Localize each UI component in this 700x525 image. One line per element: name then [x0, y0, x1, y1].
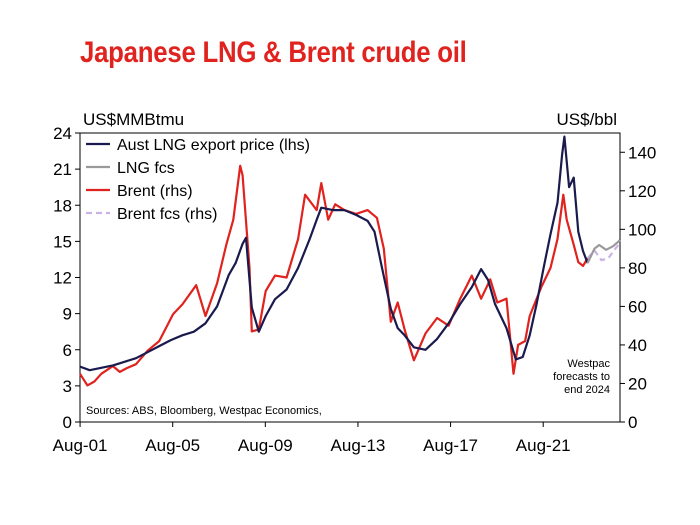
right-axis-unit-label: US$/bbl — [557, 110, 617, 129]
series-line-brent-rhs — [79, 164, 589, 387]
right-axis: 0 20 40 60 80 100 120 140 — [620, 143, 656, 432]
legend: Aust LNG export price (lhs) LNG fcs Brent … — [86, 137, 310, 223]
x-axis-tick-label: Aug-13 — [331, 436, 386, 455]
left-axis-tick-label: 21 — [53, 160, 72, 179]
left-axis-tick-label: 24 — [53, 124, 72, 143]
series-line-brent-fcs-rhs — [586, 242, 621, 262]
left-axis-tick-label: 6 — [63, 341, 72, 360]
source-note: Sources: ABS, Bloomberg, Westpac Economi… — [86, 405, 322, 417]
x-axis-tick-label: Aug-17 — [423, 436, 478, 455]
series-line-aust-lng-export-price-lhs — [79, 135, 589, 372]
x-axis-tick-label: Aug-05 — [145, 436, 200, 455]
x-axis-tick-label: Aug-01 — [53, 436, 108, 455]
right-axis-tick-label: 80 — [628, 259, 647, 278]
series-lines — [79, 135, 621, 387]
x-axis-tick-label: Aug-21 — [516, 436, 571, 455]
legend-label: Brent (rhs) — [117, 183, 193, 200]
left-axis-tick-label: 15 — [53, 232, 72, 251]
left-axis-tick-label: 3 — [63, 377, 72, 396]
right-axis-tick-label: 100 — [628, 220, 656, 239]
right-axis-tick-label: 140 — [628, 143, 656, 162]
right-axis-tick-label: 0 — [628, 413, 637, 432]
right-axis-tick-label: 20 — [628, 374, 647, 393]
x-axis: Aug-01 Aug-05 Aug-09 Aug-13 Aug-17 Aug-21 — [53, 422, 571, 455]
left-axis: 0 3 6 9 12 15 18 21 24 — [53, 124, 80, 432]
right-axis-tick-label: 120 — [628, 182, 656, 201]
left-axis-tick-label: 9 — [63, 305, 72, 324]
legend-label: LNG fcs — [117, 160, 175, 177]
left-axis-tick-label: 0 — [63, 413, 72, 432]
x-axis-tick-label: Aug-09 — [238, 436, 293, 455]
right-axis-tick-label: 60 — [628, 297, 647, 316]
annotation-line: end 2024 — [564, 384, 610, 396]
series-line-lng-fcs — [586, 239, 621, 264]
left-axis-tick-label: 12 — [53, 269, 72, 288]
annotation-line: Westpac — [567, 358, 610, 370]
annotation-line: forecasts to — [553, 371, 610, 383]
chart-title: Japanese LNG & Brent crude oil — [80, 36, 467, 69]
left-axis-unit-label: US$MMBtmu — [83, 110, 184, 129]
right-axis-tick-label: 40 — [628, 336, 647, 355]
left-axis-tick-label: 18 — [53, 196, 72, 215]
legend-label: Brent fcs (rhs) — [117, 206, 217, 223]
legend-label: Aust LNG export price (lhs) — [117, 137, 310, 154]
